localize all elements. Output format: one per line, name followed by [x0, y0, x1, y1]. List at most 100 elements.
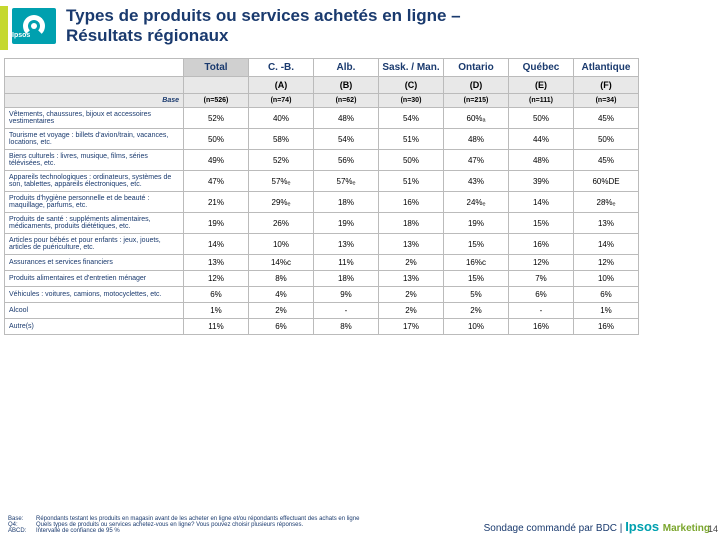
col-atl: Atlantique	[574, 59, 639, 77]
table-cell: 57%ₑ	[249, 171, 314, 192]
table-cell: 18%	[379, 213, 444, 234]
table-cell: 50%	[379, 150, 444, 171]
table-cell: 14%	[574, 234, 639, 255]
table-cell: 2%	[444, 303, 509, 319]
table-row: Vêtements, chaussures, bijoux et accesso…	[5, 108, 639, 129]
table-cell: 12%	[184, 271, 249, 287]
table-cell: 1%	[574, 303, 639, 319]
table-cell: 12%	[509, 255, 574, 271]
table-row: Produits de santé : suppléments alimenta…	[5, 213, 639, 234]
table-cell: 13%	[379, 271, 444, 287]
table-cell: 58%	[249, 129, 314, 150]
table-cell: 52%	[249, 150, 314, 171]
row-label: Tourisme et voyage : billets d'avion/tra…	[5, 129, 184, 150]
table-cell: 28%ₑ	[574, 192, 639, 213]
table-row: Articles pour bébés et pour enfants : je…	[5, 234, 639, 255]
row-label: Appareils technologiques : ordinateurs, …	[5, 171, 184, 192]
table-cell: 56%	[314, 150, 379, 171]
table-cell: 6%	[249, 319, 314, 335]
table-cell: 47%	[184, 171, 249, 192]
table-cell: 19%	[184, 213, 249, 234]
table-row: Produits alimentaires et d'entretien mén…	[5, 271, 639, 287]
header: Ipsos Types de produits ou services ache…	[0, 0, 720, 50]
table-cell: 13%	[574, 213, 639, 234]
table-cell: 48%	[314, 108, 379, 129]
table-cell: 10%	[249, 234, 314, 255]
logo-text: Ipsos	[12, 32, 30, 39]
table-cell: 18%	[314, 192, 379, 213]
table-cell: 48%	[509, 150, 574, 171]
table-cell: 11%	[314, 255, 379, 271]
row-label: Produits de santé : suppléments alimenta…	[5, 213, 184, 234]
table-cell: 60%DE	[574, 171, 639, 192]
table-cell: 19%	[444, 213, 509, 234]
col-total: Total	[184, 59, 249, 77]
page-title: Types de produits ou services achetés en…	[66, 6, 461, 47]
table-cell: 29%ₑ	[249, 192, 314, 213]
table-cell: 6%	[574, 287, 639, 303]
table-cell: 57%ₑ	[314, 171, 379, 192]
table-cell: -	[509, 303, 574, 319]
row-label: Assurances et services financiers	[5, 255, 184, 271]
col-cb: C. -B.	[249, 59, 314, 77]
table-cell: 60%ₐ	[444, 108, 509, 129]
title-line-1: Types de produits ou services achetés en…	[66, 6, 461, 25]
table-cell: 43%	[444, 171, 509, 192]
title-line-2: Résultats régionaux	[66, 26, 229, 45]
table-cell: 51%	[379, 129, 444, 150]
table-cell: 13%	[379, 234, 444, 255]
col-sask: Sask. / Man.	[379, 59, 444, 77]
row-label: Vêtements, chaussures, bijoux et accesso…	[5, 108, 184, 129]
table-cell: 12%	[574, 255, 639, 271]
sponsor-text: Sondage commandé par BDC |	[484, 523, 623, 534]
table-cell: 21%	[184, 192, 249, 213]
table-cell: 8%	[249, 271, 314, 287]
table-row: Alcool1%2%-2%2%-1%	[5, 303, 639, 319]
col-alb: Alb.	[314, 59, 379, 77]
row-label: Véhicules : voitures, camions, motocycle…	[5, 287, 184, 303]
table-cell: 19%	[314, 213, 379, 234]
table-row: Véhicules : voitures, camions, motocycle…	[5, 287, 639, 303]
row-label: Alcool	[5, 303, 184, 319]
table-cell: 2%	[379, 303, 444, 319]
table-row: Biens culturels : livres, musique, films…	[5, 150, 639, 171]
table-cell: 13%	[314, 234, 379, 255]
table-cell: 9%	[314, 287, 379, 303]
brand-marketing: Marketing	[663, 523, 710, 534]
table-cell: 45%	[574, 108, 639, 129]
table-cell: 26%	[249, 213, 314, 234]
table-cell: 50%	[509, 108, 574, 129]
table-cell: 16%	[379, 192, 444, 213]
table-cell: 7%	[509, 271, 574, 287]
base-row: Base(n=526)(n=74)(n=62)(n=30)(n=215)(n=1…	[5, 94, 639, 108]
table-cell: 16%	[574, 319, 639, 335]
table-cell: 50%	[184, 129, 249, 150]
table-cell: 17%	[379, 319, 444, 335]
table-cell: 54%	[379, 108, 444, 129]
row-label: Biens culturels : livres, musique, films…	[5, 150, 184, 171]
table-cell: 4%	[249, 287, 314, 303]
results-table: Total C. -B. Alb. Sask. / Man. Ontario Q…	[4, 58, 639, 335]
table-cell: 50%	[574, 129, 639, 150]
row-label: Articles pour bébés et pour enfants : je…	[5, 234, 184, 255]
table-cell: 15%	[509, 213, 574, 234]
table-cell: 10%	[574, 271, 639, 287]
table-cell: 14%	[509, 192, 574, 213]
table-cell: 48%	[444, 129, 509, 150]
table-cell: 15%	[444, 271, 509, 287]
table-cell: 5%	[444, 287, 509, 303]
table-cell: 13%	[184, 255, 249, 271]
table-cell: 40%	[249, 108, 314, 129]
table-cell: 2%	[379, 255, 444, 271]
table-cell: -	[314, 303, 379, 319]
header-row: Total C. -B. Alb. Sask. / Man. Ontario Q…	[5, 59, 639, 77]
table-row: Autre(s)11%6%8%17%10%16%16%	[5, 319, 639, 335]
table-cell: 1%	[184, 303, 249, 319]
table-cell: 54%	[314, 129, 379, 150]
table-row: Produits d'hygiène personnelle et de bea…	[5, 192, 639, 213]
brand-ipsos: Ipsos	[625, 519, 663, 534]
table-cell: 18%	[314, 271, 379, 287]
table-cell: 39%	[509, 171, 574, 192]
table-cell: 8%	[314, 319, 379, 335]
footer-brand: Sondage commandé par BDC | Ipsos Marketi…	[484, 519, 710, 534]
